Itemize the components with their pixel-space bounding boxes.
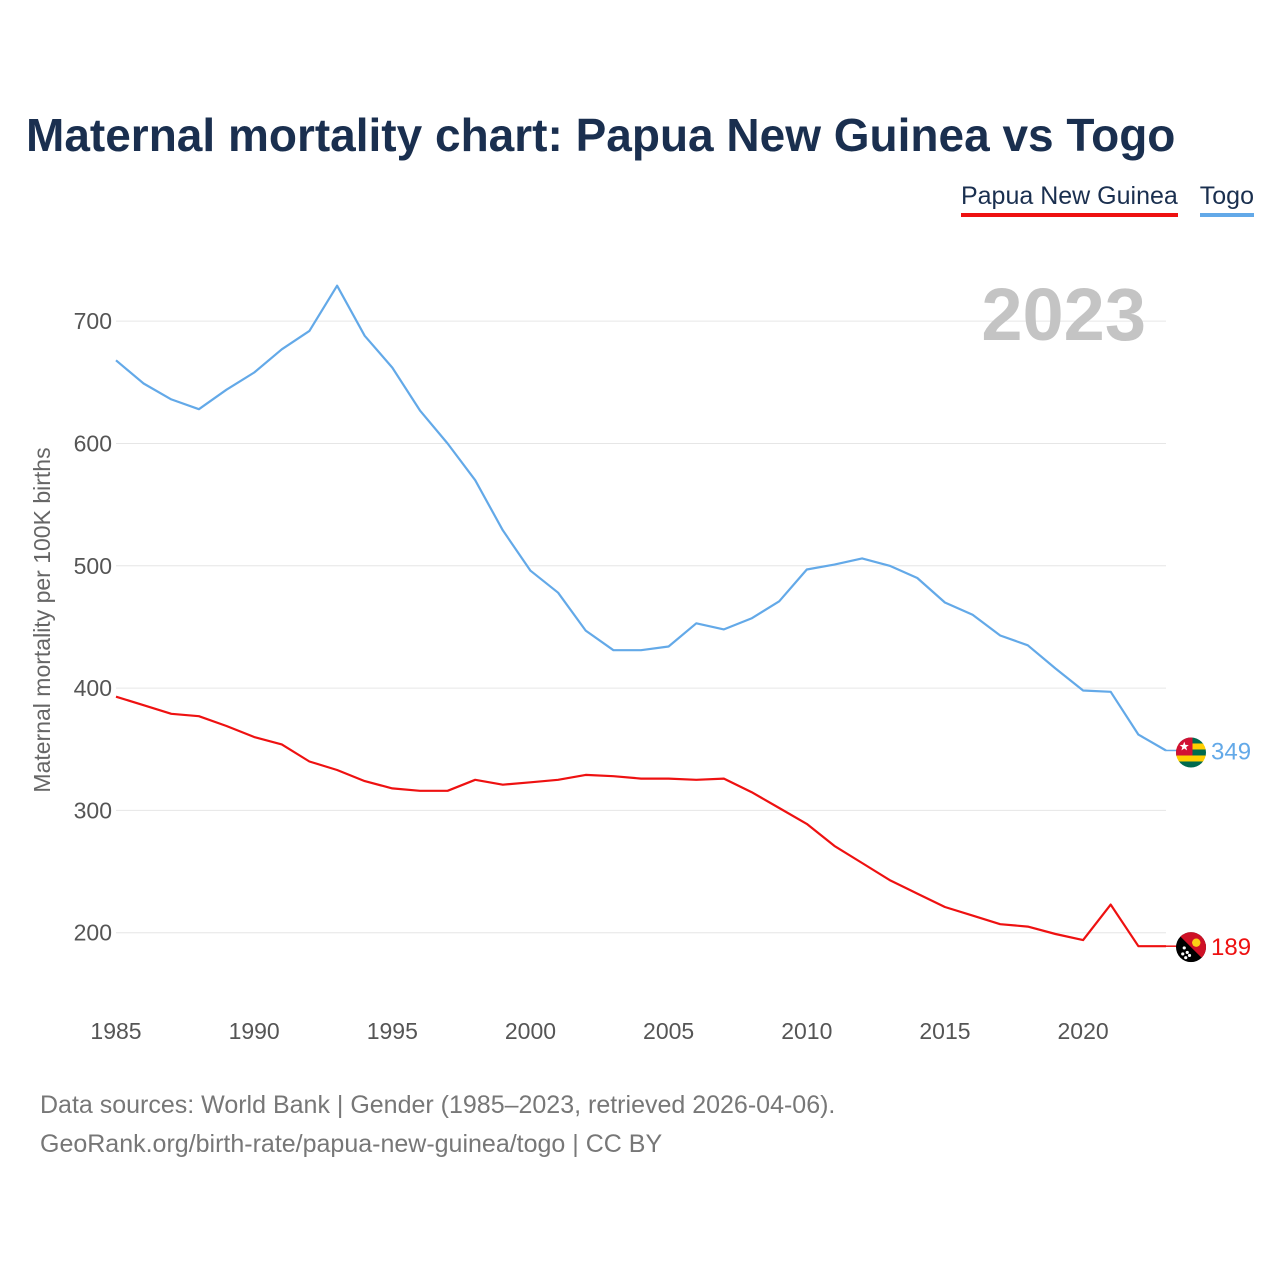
x-tick-label: 1990: [229, 1018, 280, 1044]
x-tick-label: 2020: [1058, 1018, 1109, 1044]
attribution-link[interactable]: GeoRank.org/birth-rate/papua-new-guinea/…: [40, 1130, 663, 1158]
series: [115, 284, 1167, 948]
end-value-label: 349: [1211, 738, 1251, 765]
x-tick-label: 1995: [367, 1018, 418, 1044]
y-axis-label: Maternal mortality per 100K births: [29, 447, 55, 792]
y-tick-label: 200: [74, 920, 112, 946]
footer: Data sources: World Bank | Gender (1985–…: [40, 1086, 835, 1164]
y-tick-label: 700: [74, 308, 112, 334]
legend: Papua New Guinea Togo: [960, 182, 1254, 217]
papua-new-guinea-flag-icon: [1176, 932, 1206, 963]
y-tick-label: 600: [74, 430, 112, 456]
axis-ticks: 200 300 400 500 600 700 1985 1990 1995 2000 2005 20…: [74, 308, 1109, 1044]
grid: [116, 320, 1166, 934]
end-markers: 189 349: [1166, 737, 1251, 963]
year-watermark: 2023: [981, 273, 1146, 356]
x-tick-label: 2005: [643, 1018, 694, 1044]
chart-title: Maternal mortality chart: Papua New Guin…: [26, 109, 1176, 161]
legend-item-papua-new-guinea[interactable]: Papua New Guinea: [960, 182, 1178, 217]
x-tick-label: 1985: [90, 1018, 141, 1044]
y-tick-label: 500: [74, 553, 112, 579]
x-tick-label: 2000: [505, 1018, 556, 1044]
legend-item-togo[interactable]: Togo: [1199, 182, 1254, 217]
end-value-label: 189: [1211, 934, 1251, 961]
series-line-papua-new-guinea[interactable]: [115, 695, 1166, 948]
y-tick-label: 300: [74, 797, 112, 823]
data-source-note: Data sources: World Bank | Gender (1985–…: [40, 1091, 836, 1119]
x-tick-label: 2015: [919, 1018, 970, 1044]
x-tick-label: 2010: [781, 1018, 832, 1044]
y-tick-label: 400: [74, 675, 112, 701]
series-line-togo[interactable]: [115, 284, 1167, 752]
togo-flag-icon: [1176, 737, 1206, 768]
